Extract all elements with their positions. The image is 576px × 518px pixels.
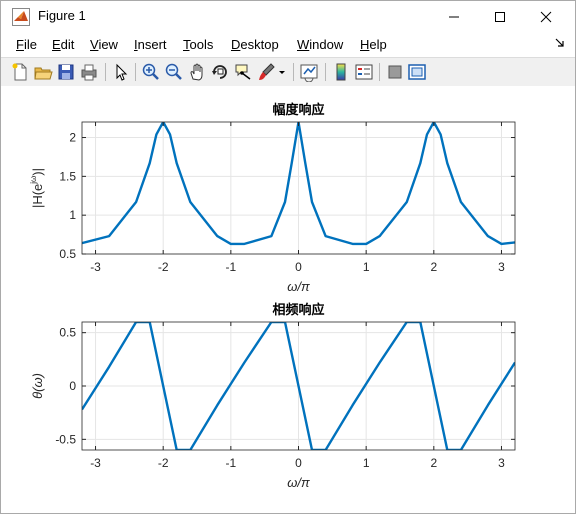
- magnitude-x-tick-label: -3: [90, 260, 101, 274]
- phase-x-tick-label: 2: [430, 456, 437, 470]
- menu-window-rest: indow: [309, 37, 344, 52]
- show-plot-tools-icon[interactable]: [407, 62, 427, 82]
- phase-x-tick-label: 1: [363, 456, 370, 470]
- phase-x-tick-label: -2: [158, 456, 169, 470]
- phase-y-tick-label: -0.5: [55, 432, 76, 446]
- toolbar-separator: [379, 63, 380, 81]
- toolbar-separator: [135, 63, 136, 81]
- phase-title: 相频响应: [272, 302, 324, 317]
- data-cursor-icon[interactable]: [233, 62, 253, 82]
- minimize-icon: [449, 16, 459, 18]
- maximize-icon: [495, 12, 505, 22]
- menu-view[interactable]: View: [90, 37, 118, 52]
- minimize-button[interactable]: [431, 1, 477, 33]
- window-title: Figure 1: [38, 8, 86, 23]
- menu-file-rest: ile: [23, 37, 37, 52]
- print-icon[interactable]: [79, 62, 99, 82]
- menu-view-rest: iew: [98, 37, 118, 52]
- brush-icon[interactable]: [256, 62, 276, 82]
- phase-x-tick-label: -3: [90, 456, 101, 470]
- phase-y-tick-label: 0.5: [59, 326, 76, 340]
- rotate-3d-icon[interactable]: [210, 62, 230, 82]
- colorbar-icon[interactable]: [331, 62, 351, 82]
- phase-y-axis-label: θ(ω): [30, 373, 45, 399]
- magnitude-x-tick-label: -2: [158, 260, 169, 274]
- phase-x-axis-label: ω/π: [287, 475, 310, 490]
- phase-y-tick-label: 0: [69, 379, 76, 393]
- pan-hand-icon[interactable]: [187, 62, 207, 82]
- phase-x-tick-label: 0: [295, 456, 302, 470]
- figure-toolbar: [1, 57, 575, 87]
- save-icon[interactable]: [56, 62, 76, 82]
- magnitude-y-axis-label: |H(ejω)|: [29, 168, 45, 208]
- phase-axes[interactable]: -3 -2 -1 0 1 2 3 -0.5 0 0.5 相频响应 ω/π θ(ω): [30, 302, 516, 490]
- brush-dropdown-icon[interactable]: [277, 62, 287, 82]
- menu-bar: File Edit View Insert Tools Desktop Wind…: [1, 33, 575, 57]
- menu-insert[interactable]: Insert: [134, 37, 167, 52]
- toolbar-separator: [325, 63, 326, 81]
- phase-x-tick-label: -1: [226, 456, 237, 470]
- magnitude-title: 幅度响应: [272, 102, 324, 117]
- menu-file[interactable]: File: [16, 37, 37, 52]
- hide-plot-tools-icon[interactable]: [385, 62, 405, 82]
- menu-edit[interactable]: Edit: [52, 37, 75, 52]
- figure-plots: -3 -2 -1 0 1 2 3 0.5 1 1.5 2 幅度响应 ω/π |H(ejω)| -3 -2 -1…: [29, 102, 516, 490]
- magnitude-x-tick-label: 1: [363, 260, 370, 274]
- legend-icon[interactable]: [354, 62, 374, 82]
- title-bar[interactable]: Figure 1: [1, 1, 575, 33]
- menu-window[interactable]: Window: [297, 37, 344, 52]
- magnitude-x-tick-label: 0: [295, 260, 302, 274]
- menu-tools-rest: ools: [189, 37, 214, 52]
- magnitude-y-tick-label: 1: [69, 208, 76, 222]
- phase-x-tick-label: 3: [498, 456, 505, 470]
- magnitude-y-tick-label: 1.5: [59, 169, 76, 183]
- magnitude-y-tick-label: 2: [69, 131, 76, 145]
- zoom-out-icon[interactable]: [164, 62, 184, 82]
- open-file-icon[interactable]: [33, 62, 53, 82]
- menu-help-rest: elp: [369, 37, 387, 52]
- zoom-in-icon[interactable]: [141, 62, 161, 82]
- new-figure-icon[interactable]: [10, 62, 30, 82]
- menu-desktop-rest: esktop: [240, 37, 279, 52]
- menu-insert-rest: nsert: [137, 37, 167, 52]
- menu-edit-rest: dit: [60, 37, 75, 52]
- menu-help[interactable]: Help: [360, 37, 387, 52]
- figure-canvas: -3 -2 -1 0 1 2 3 0.5 1 1.5 2 幅度响应 ω/π |H(ejω)| -3 -2 -1…: [1, 86, 575, 513]
- edit-plot-arrow-icon[interactable]: [111, 62, 131, 82]
- matlab-logo-icon: [12, 8, 30, 26]
- phase-series-line: [82, 322, 515, 450]
- toolbar-separator: [293, 63, 294, 81]
- close-button[interactable]: [523, 1, 569, 33]
- close-icon: [540, 11, 552, 23]
- toolbar-separator: [105, 63, 106, 81]
- magnitude-x-tick-label: -1: [226, 260, 237, 274]
- magnitude-axes[interactable]: -3 -2 -1 0 1 2 3 0.5 1 1.5 2 幅度响应 ω/π |H(ejω)|: [29, 102, 516, 294]
- link-plot-icon[interactable]: [299, 62, 319, 82]
- magnitude-x-axis-label: ω/π: [287, 279, 310, 294]
- magnitude-x-tick-label: 2: [430, 260, 437, 274]
- menu-desktop[interactable]: Desktop: [231, 37, 279, 52]
- dock-figure-icon[interactable]: [555, 38, 565, 48]
- maximize-button[interactable]: [477, 1, 523, 33]
- magnitude-series-line: [82, 122, 515, 246]
- magnitude-x-tick-label: 3: [498, 260, 505, 274]
- magnitude-y-tick-label: 0.5: [59, 247, 76, 261]
- menu-tools[interactable]: Tools: [183, 37, 214, 52]
